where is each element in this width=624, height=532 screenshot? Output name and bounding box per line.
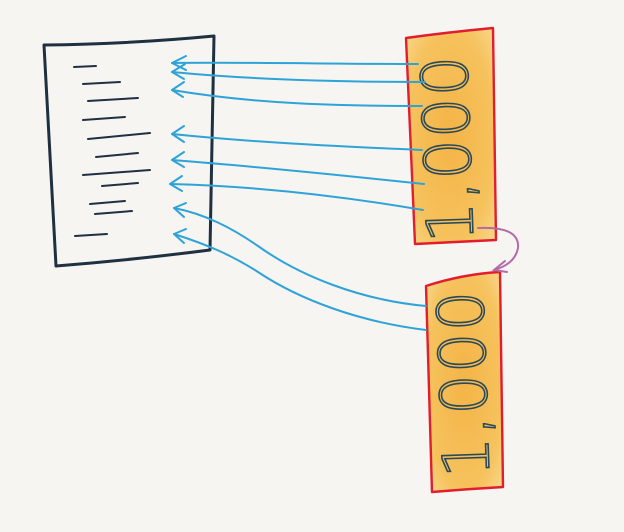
arrows — [169, 55, 427, 331]
document-icon — [42, 34, 216, 268]
text-line — [73, 65, 97, 68]
block-top-label: 1,000 — [409, 53, 490, 244]
link-arrow-head — [491, 260, 508, 273]
document-text-lines — [73, 65, 151, 237]
arrow-icon — [173, 202, 427, 307]
text-line — [101, 182, 139, 187]
arrow-icon — [171, 63, 426, 83]
text-line — [94, 210, 133, 215]
block-top: 1,000 — [404, 26, 498, 246]
text-line — [89, 200, 126, 205]
link-arrow-curve — [477, 226, 520, 271]
block-link-arrow — [477, 226, 520, 273]
text-line — [74, 233, 108, 237]
text-line — [87, 132, 151, 140]
text-line — [82, 169, 151, 176]
arrow-icon — [171, 55, 419, 71]
arrow-icon — [169, 175, 424, 211]
block-bottom-label: 1,000 — [425, 288, 506, 479]
text-line — [87, 97, 139, 102]
text-line — [82, 116, 126, 121]
arrow-icon — [171, 125, 423, 151]
text-line — [82, 81, 121, 85]
arrow-icon — [173, 228, 427, 331]
arrow-icon — [171, 81, 423, 107]
text-line — [95, 152, 139, 158]
block-bottom: 1,000 — [424, 270, 506, 494]
document — [42, 34, 216, 268]
arrow-icon — [171, 151, 425, 185]
